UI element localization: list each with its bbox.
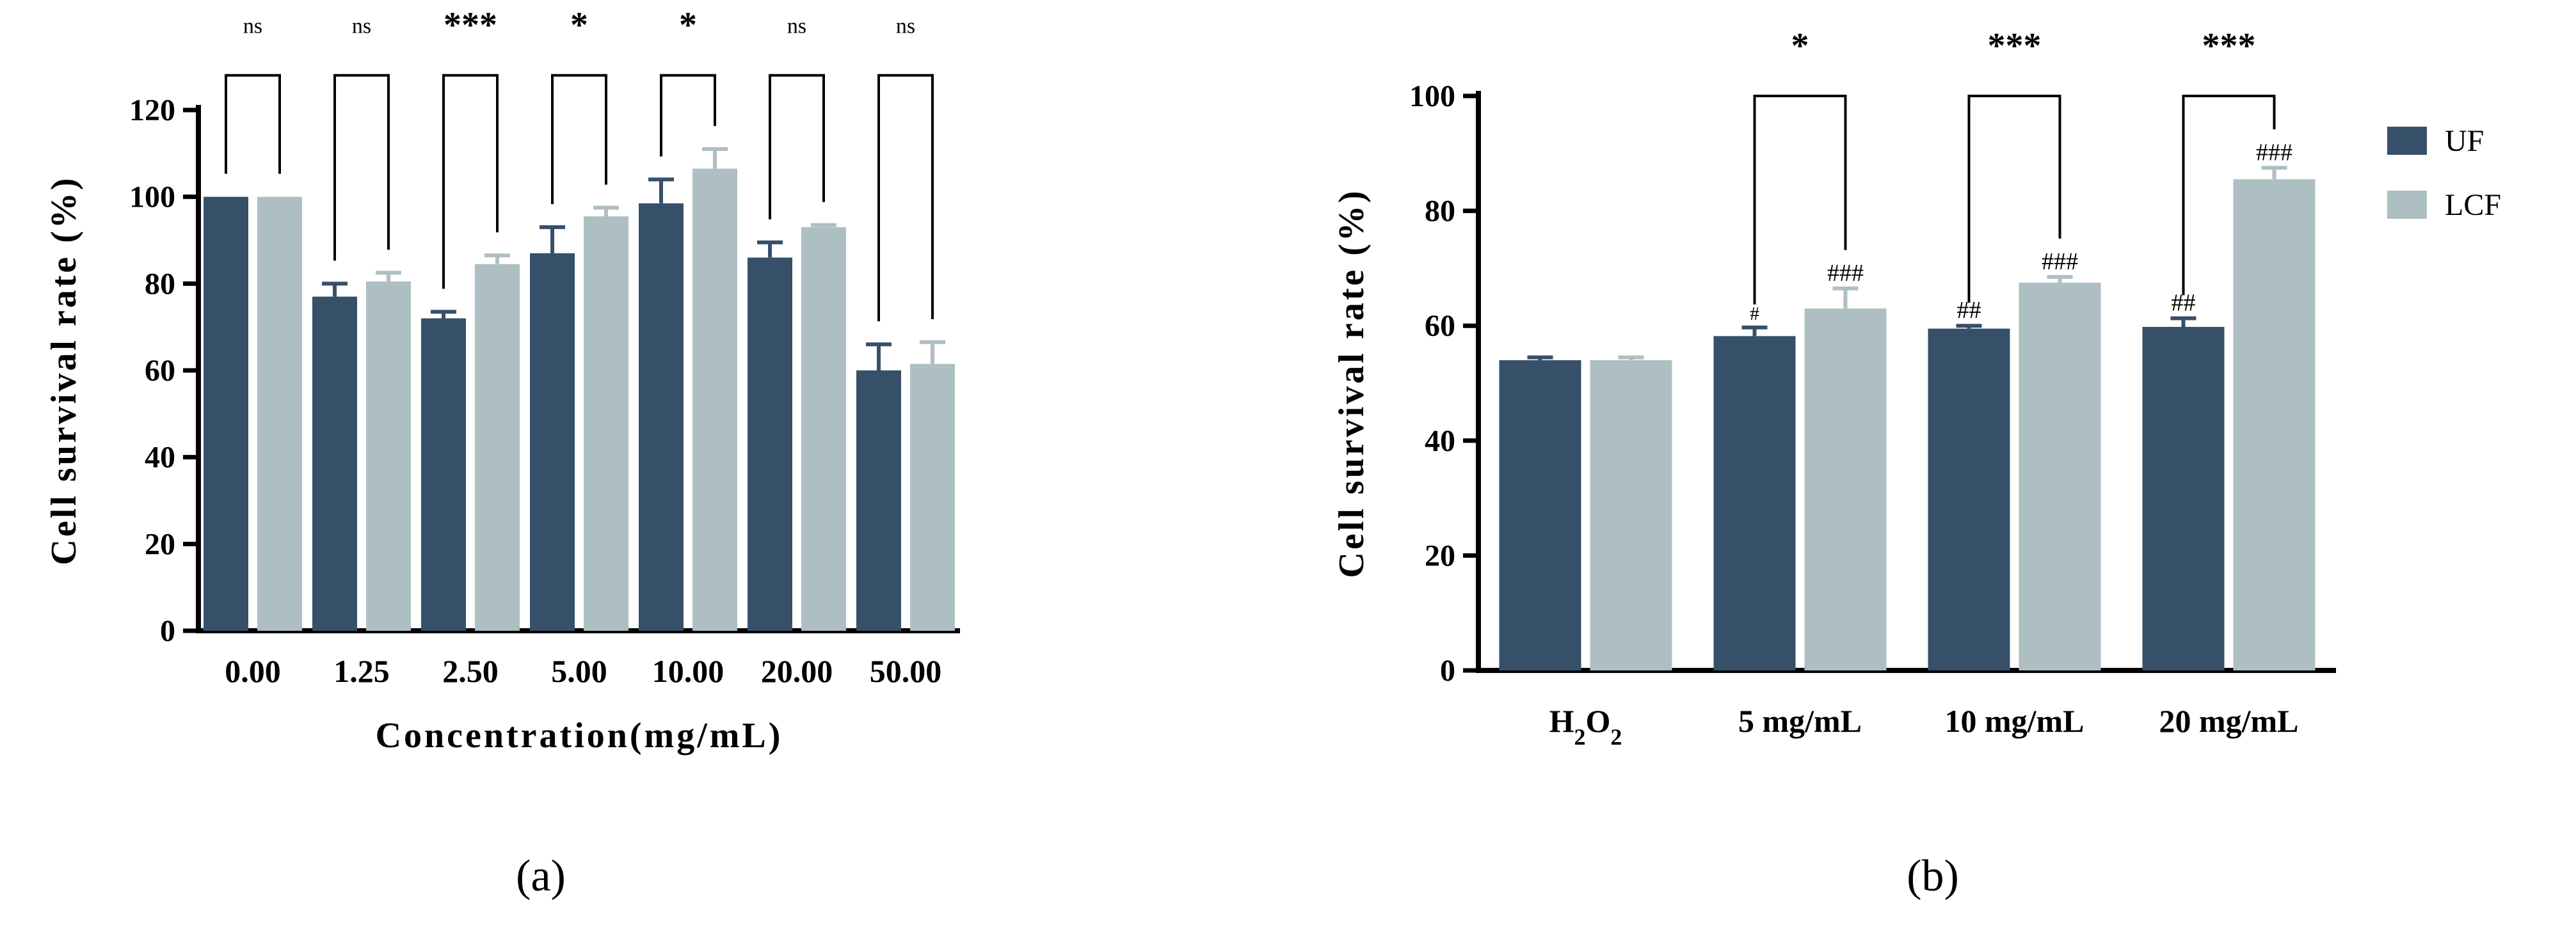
y-tick-label: 20 [145,527,175,561]
bar-uf [312,296,357,631]
y-tick-label: 0 [160,614,175,648]
bar-uf [639,203,684,631]
y-tick-label: 100 [129,180,175,214]
bar-lcf [910,363,955,631]
y-tick-label: 40 [1425,424,1455,458]
x-axis-title: Concentration(mg/mL) [376,716,783,756]
data-label-lcf: ### [2042,248,2078,275]
y-tick-label: 0 [1440,654,1455,688]
x-tick-label: 10 mg/mL [1944,703,2084,739]
bar-lcf [2233,179,2316,671]
x-tick-label: 50.00 [870,653,942,689]
panel-label-b: (b) [1907,851,1959,901]
x-tick-label: 5.00 [551,653,607,689]
bar-lcf [801,227,846,631]
bar-lcf [2019,282,2101,671]
significance-label: *** [1988,26,2042,66]
x-tick-label: 10.00 [652,653,724,689]
x-tick-label: 20.00 [761,653,833,689]
data-label-uf: # [1750,303,1759,324]
y-tick-label: 60 [1425,309,1455,343]
bar-uf [204,196,248,631]
significance-bracket [769,74,825,219]
y-tick-label: 120 [129,93,175,127]
legend-label-uf: UF [2445,124,2484,158]
significance-label: *** [2202,26,2256,66]
bar-uf [421,318,466,631]
significance-bracket [333,74,390,261]
significance-label: ns [243,15,262,38]
bar-lcf [584,216,628,631]
significance-bracket [225,74,281,174]
legend-swatch-lcf [2387,191,2427,219]
legend-swatch-uf [2387,127,2427,155]
x-tick-label: 0.00 [225,653,281,689]
significance-label: * [570,6,588,45]
significance-bracket [660,74,716,157]
y-tick-label: 40 [145,441,175,475]
bar-lcf [1804,308,1887,670]
y-tick-label: 80 [1425,194,1455,228]
significance-label: *** [444,6,497,45]
bar-lcf [692,168,737,631]
significance-bracket [551,74,607,205]
bar-uf [1713,336,1796,670]
x-tick-label: H2O2 [1549,703,1622,750]
bar-uf [530,253,575,631]
bar-uf [748,257,792,631]
y-tick-label: 100 [1409,79,1455,113]
legend-label-lcf: LCF [2445,188,2501,222]
significance-label: * [1791,26,1809,66]
y-axis-title: Cell survival rate (%) [44,176,84,566]
bar-uf [856,370,901,631]
x-tick-label: 2.50 [442,653,499,689]
significance-bracket [1967,95,2061,303]
chart-panel-a: 0 20 40 60 80 100 120 Cell survival rate (%) Con… [44,6,960,756]
significance-bracket [1753,95,1847,305]
data-label-lcf: ### [1827,260,1864,287]
significance-bracket [877,74,934,322]
significance-label: * [679,6,697,45]
x-tick-label: 1.25 [333,653,390,689]
bar-lcf [475,264,520,631]
y-tick-label: 20 [1425,539,1455,573]
bar-uf [1499,360,1581,670]
significance-label: ns [896,15,915,38]
data-label-lcf: ### [2256,139,2292,166]
bar-lcf [366,281,411,631]
significance-bracket [2182,95,2276,296]
y-tick-label: 60 [145,354,175,388]
panel-label-a: (a) [516,851,566,901]
bar-lcf [1590,360,1672,670]
y-axis-title: Cell survival rate (%) [1332,189,1372,578]
bar-uf [1928,328,2010,670]
significance-label: ns [787,15,806,38]
bar-lcf [257,196,302,631]
bar-uf [2142,326,2225,671]
significance-label: ns [352,15,371,38]
x-tick-label: 5 mg/mL [1738,703,1862,739]
significance-bracket [442,74,499,289]
x-tick-label: 20 mg/mL [2159,703,2298,739]
y-tick-label: 80 [145,267,175,301]
